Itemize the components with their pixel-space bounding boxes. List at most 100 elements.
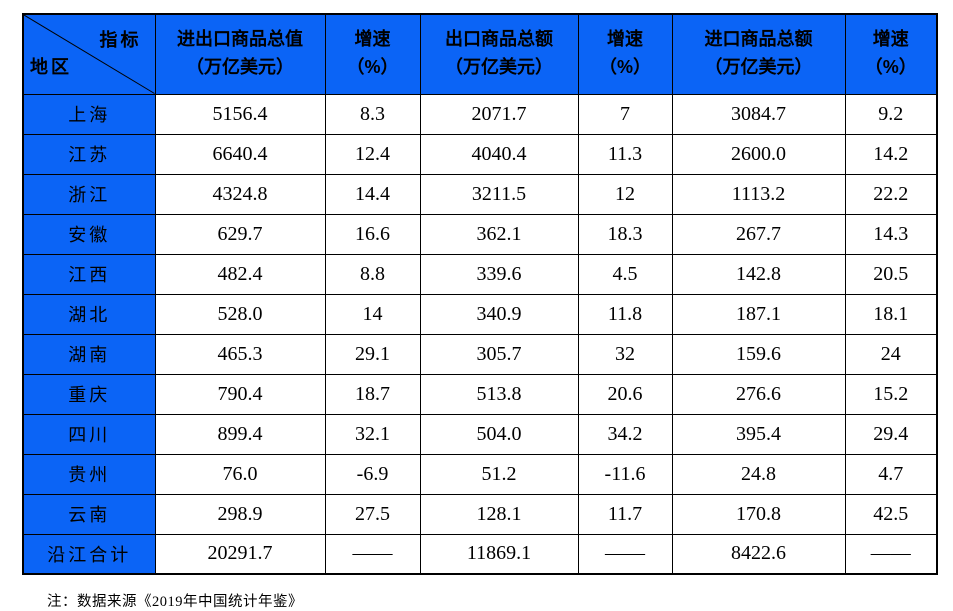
region-cell: 沿江合计 [22,533,156,575]
source-note: 注：数据来源《2019年中国统计年鉴》 [47,594,303,610]
value-cell: 4.7 [844,453,938,495]
region-cell: 江西 [22,253,156,295]
value-cell: 2071.7 [419,93,579,135]
column-header-imports: 进口商品总额 （万亿美元） [671,13,846,95]
value-cell: 15.2 [844,373,938,415]
value-cell: 276.6 [671,373,846,415]
region-cell: 湖北 [22,293,156,335]
table-row: 重庆 790.4 18.7 513.8 20.6 276.6 15.2 [22,373,938,415]
table-row: 江苏 6640.4 12.4 4040.4 11.3 2600.0 14.2 [22,133,938,175]
value-cell: 14.2 [844,133,938,175]
column-title: 进口商品总额 [704,29,813,50]
value-cell: 32 [577,333,673,375]
column-unit: （万亿美元） [704,57,813,78]
column-title: 进出口商品总值 [177,29,303,50]
value-cell: 305.7 [419,333,579,375]
value-cell: 8422.6 [671,533,846,575]
value-cell: 42.5 [844,493,938,535]
value-cell: 267.7 [671,213,846,255]
table-row: 云南 298.9 27.5 128.1 11.7 170.8 42.5 [22,493,938,535]
value-cell: 340.9 [419,293,579,335]
region-cell: 浙江 [22,173,156,215]
value-cell: 18.3 [577,213,673,255]
column-unit: （万亿美元） [445,57,553,78]
column-title: 增速 [872,29,909,50]
table-row: 湖北 528.0 14 340.9 11.8 187.1 18.1 [22,293,938,335]
column-unit: （万亿美元） [186,57,294,78]
corner-label-region: 地区 [30,56,72,77]
diagonal-divider-line [24,15,155,94]
value-cell: 14 [324,293,421,335]
value-cell: 14.4 [324,173,421,215]
table-row: 江西 482.4 8.8 339.6 4.5 142.8 20.5 [22,253,938,295]
value-cell: 29.4 [844,413,938,455]
value-cell: -11.6 [577,453,673,495]
column-title: 出口商品总额 [445,29,553,50]
value-cell: 12 [577,173,673,215]
value-cell: 3084.7 [671,93,846,135]
value-cell: 20.5 [844,253,938,295]
value-cell: —— [324,533,421,575]
value-cell: 29.1 [324,333,421,375]
table-row: 四川 899.4 32.1 504.0 34.2 395.4 29.4 [22,413,938,455]
value-cell: 20291.7 [154,533,326,575]
table-row: 上海 5156.4 8.3 2071.7 7 3084.7 9.2 [22,93,938,135]
region-cell: 云南 [22,493,156,535]
value-cell: 1113.2 [671,173,846,215]
value-cell: 34.2 [577,413,673,455]
table-row: 浙江 4324.8 14.4 3211.5 12 1113.2 22.2 [22,173,938,215]
value-cell: 9.2 [844,93,938,135]
value-cell: 465.3 [154,333,326,375]
region-cell: 湖南 [22,333,156,375]
value-cell: 170.8 [671,493,846,535]
value-cell: 504.0 [419,413,579,455]
regional-trade-table: 指标 地区 进出口商品总值 （万亿美元） 增速 （%） 出口商品总额 （万亿美元… [22,13,938,575]
value-cell: 528.0 [154,293,326,335]
value-cell: 362.1 [419,213,579,255]
value-cell: —— [577,533,673,575]
value-cell: 8.3 [324,93,421,135]
value-cell: 187.1 [671,293,846,335]
value-cell: 4.5 [577,253,673,295]
corner-label-indicator: 指标 [99,30,142,50]
value-cell: 2600.0 [671,133,846,175]
column-title: 增速 [607,29,643,50]
value-cell: 142.8 [671,253,846,295]
value-cell: 899.4 [154,413,326,455]
value-cell: 32.1 [324,413,421,455]
region-cell: 上海 [22,93,156,135]
value-cell: 24.8 [671,453,846,495]
value-cell: 3211.5 [419,173,579,215]
column-header-total-trade: 进出口商品总值 （万亿美元） [154,13,326,95]
value-cell: 76.0 [154,453,326,495]
value-cell: 790.4 [154,373,326,415]
value-cell: 12.4 [324,133,421,175]
value-cell: -6.9 [324,453,421,495]
value-cell: 7 [577,93,673,135]
table-row: 贵州 76.0 -6.9 51.2 -11.6 24.8 4.7 [22,453,938,495]
header-row: 指标 地区 进出口商品总值 （万亿美元） 增速 （%） 出口商品总额 （万亿美元… [22,13,938,95]
value-cell: 128.1 [419,493,579,535]
table-row: 沿江合计 20291.7 —— 11869.1 —— 8422.6 —— [22,533,938,575]
column-header-growth-3: 增速 （%） [844,13,938,95]
region-cell: 四川 [22,413,156,455]
value-cell: 482.4 [154,253,326,295]
value-cell: 159.6 [671,333,846,375]
region-cell: 江苏 [22,133,156,175]
column-header-exports: 出口商品总额 （万亿美元） [419,13,579,95]
value-cell: 4040.4 [419,133,579,175]
column-header-growth-1: 增速 （%） [324,13,421,95]
value-cell: 18.1 [844,293,938,335]
value-cell: 51.2 [419,453,579,495]
value-cell: 6640.4 [154,133,326,175]
value-cell: 11.7 [577,493,673,535]
value-cell: 11.3 [577,133,673,175]
value-cell: 18.7 [324,373,421,415]
value-cell: 16.6 [324,213,421,255]
value-cell: 298.9 [154,493,326,535]
column-unit: （%） [598,57,651,78]
value-cell: 513.8 [419,373,579,415]
column-unit: （%） [864,57,917,78]
value-cell: 20.6 [577,373,673,415]
value-cell: 14.3 [844,213,938,255]
